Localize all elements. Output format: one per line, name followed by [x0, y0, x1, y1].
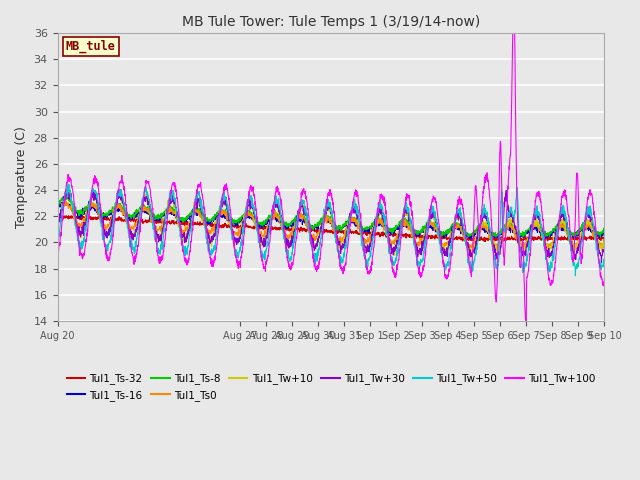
Legend: Tul1_Ts-32, Tul1_Ts-16, Tul1_Ts-8, Tul1_Ts0, Tul1_Tw+10, Tul1_Tw+30, Tul1_Tw+50,: Tul1_Ts-32, Tul1_Ts-16, Tul1_Ts-8, Tul1_…	[63, 370, 600, 405]
Y-axis label: Temperature (C): Temperature (C)	[15, 126, 28, 228]
Title: MB Tule Tower: Tule Temps 1 (3/19/14-now): MB Tule Tower: Tule Temps 1 (3/19/14-now…	[182, 15, 480, 29]
Text: MB_tule: MB_tule	[66, 40, 116, 53]
